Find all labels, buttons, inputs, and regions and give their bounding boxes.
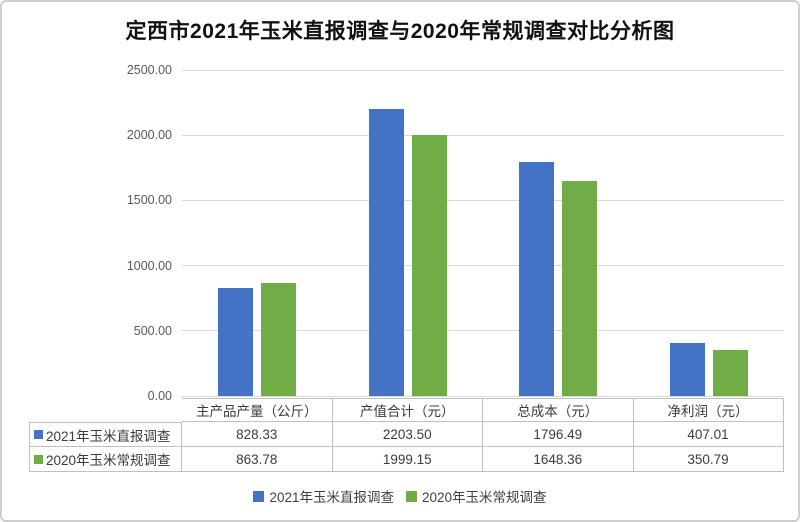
y-axis-tick-label: 1500.00 (126, 193, 172, 208)
data-table: 主产品产量（公斤） 产值合计（元） 总成本（元） 净利润（元） 2021年玉米直报调查 8… (29, 398, 784, 472)
bar-series1-cat0 (261, 283, 297, 396)
series-marker-icon (34, 454, 43, 464)
bar-series0-cat2 (519, 161, 555, 396)
chart-title: 定西市2021年玉米直报调查与2020年常规调查对比分析图 (125, 20, 675, 43)
bar-series1-cat2 (562, 181, 598, 396)
table-value-cell: 828.33 (182, 422, 333, 447)
y-axis-tick-label: 500.00 (133, 323, 172, 338)
legend-swatch-icon (406, 490, 417, 502)
series-marker-icon (34, 430, 43, 439)
table-value-cell: 863.78 (182, 447, 333, 472)
gridline (182, 395, 784, 397)
legend-label: 2021年玉米直报调查 (269, 490, 394, 505)
legend: 2021年玉米直报调查 2020年玉米常规调查 (2, 486, 798, 506)
bar-series0-cat1 (368, 108, 404, 396)
y-axis-tick-label: 1000.00 (126, 258, 172, 273)
bar-series1-cat3 (712, 350, 748, 396)
bar-series0-cat0 (218, 288, 254, 396)
table-row-label-text: 2020年玉米常规调查 (46, 453, 171, 468)
legend-swatch-icon (253, 490, 265, 502)
y-axis-tick-label: 2000.00 (126, 128, 172, 143)
bar-series1-cat1 (411, 135, 447, 396)
legend-item: 2020年玉米常规调查 (406, 486, 547, 506)
gridline (182, 199, 784, 201)
bar-series0-cat3 (669, 342, 705, 396)
gridline (182, 265, 784, 267)
table-header-cell: 主产品产量（公斤） (182, 398, 333, 422)
table-value-cell: 407.01 (633, 422, 784, 447)
table-value-cell: 2203.50 (332, 422, 483, 447)
legend-label: 2020年玉米常规调查 (422, 490, 547, 505)
legend-item: 2021年玉米直报调查 (253, 486, 394, 506)
table-header-cell: 总成本（元） (483, 398, 634, 422)
table-row-label: 2020年玉米常规调查 (29, 447, 182, 472)
table-value-cell: 1999.15 (332, 447, 483, 472)
table-header-cell: 产值合计（元） (332, 398, 483, 422)
gridline (182, 69, 784, 71)
y-axis-tick-label: 0.00 (147, 389, 172, 403)
y-axis-tick-label: 2500.00 (126, 63, 172, 77)
table-row-label: 2021年玉米直报调查 (29, 422, 182, 447)
table-corner-spacer (29, 398, 182, 422)
table-value-cell: 350.79 (633, 447, 784, 472)
plot-area: 0.00 500.00 1000.00 1500.00 2000.00 2500.00 (127, 63, 784, 403)
table-header-cell: 净利润（元） (633, 398, 784, 422)
gridline (182, 330, 784, 332)
table-value-cell: 1796.49 (483, 422, 634, 447)
table-row-label-text: 2021年玉米直报调查 (46, 428, 171, 444)
table-value-cell: 1648.36 (483, 447, 634, 472)
gridline (182, 134, 784, 136)
